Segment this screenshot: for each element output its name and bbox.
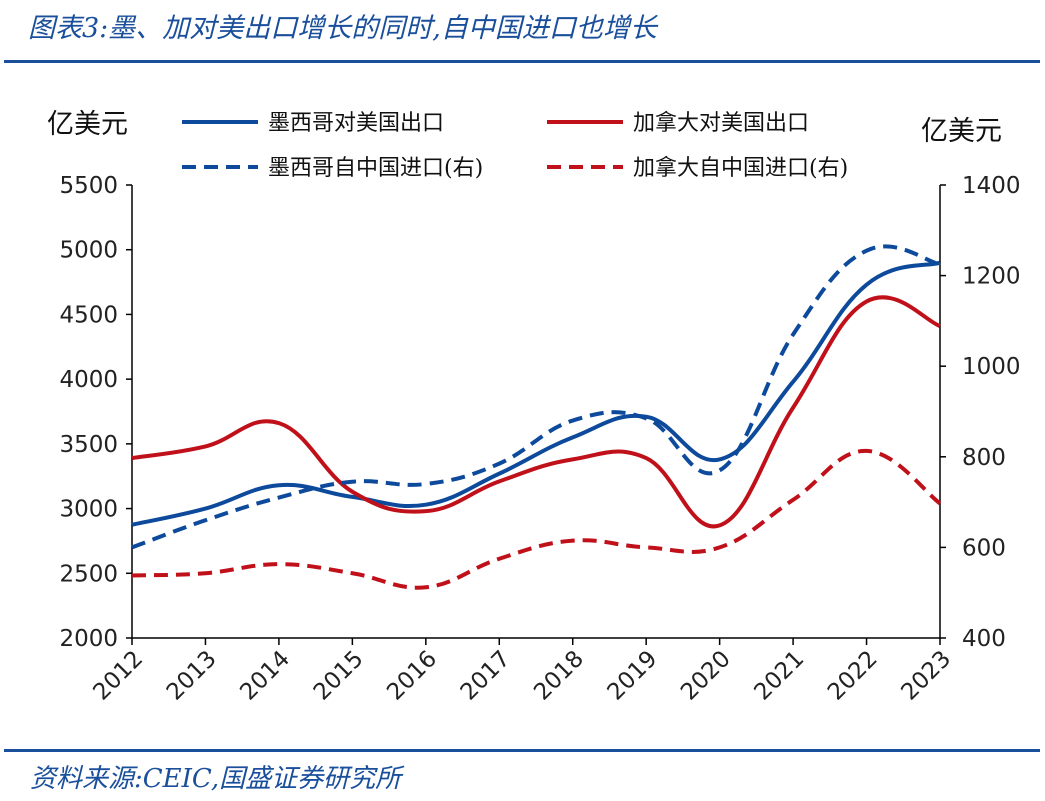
y-left-tick-label: 4500 bbox=[59, 302, 118, 328]
legend-label-mexico-exports-to-us: 墨西哥对美国出口 bbox=[268, 111, 444, 136]
chart-title: 图表3:墨、加对美出口增长的同时,自中国进口也增长 bbox=[28, 13, 657, 44]
y-left-tick-label: 2500 bbox=[59, 561, 118, 587]
source-note: 资料来源:CEIC,国盛证券研究所 bbox=[30, 764, 402, 794]
y-left-tick-label: 2000 bbox=[59, 626, 118, 652]
x-tick-label: 2017 bbox=[456, 646, 516, 706]
legend-label-mexico-imports-from-china: 墨西哥自中国进口(右) bbox=[268, 156, 483, 181]
y-right-tick-label: 1400 bbox=[962, 173, 1021, 199]
x-tick-label: 2018 bbox=[529, 646, 589, 706]
y-left-tick-label: 5000 bbox=[59, 238, 118, 264]
x-tick-label: 2013 bbox=[162, 646, 222, 706]
y-left-tick-label: 5500 bbox=[59, 173, 118, 199]
y-left-unit: 亿美元 bbox=[47, 109, 128, 140]
title-rule bbox=[4, 60, 1040, 63]
y-left-tick-label: 3500 bbox=[59, 432, 118, 458]
x-tick-label: 2020 bbox=[676, 646, 736, 706]
x-tick-label: 2022 bbox=[823, 646, 883, 706]
source-rule bbox=[4, 749, 1040, 752]
y-right-tick-label: 600 bbox=[962, 535, 1006, 561]
y-left-tick-label: 4000 bbox=[59, 367, 118, 393]
series-line-canada-imports-from-china bbox=[131, 448, 942, 590]
x-tick-label: 2014 bbox=[235, 646, 295, 706]
legend-label-canada-imports-from-china: 加拿大自中国进口(右) bbox=[633, 155, 848, 181]
series-line-canada-exports-to-us bbox=[131, 295, 941, 529]
series-line-mexico-exports-to-us bbox=[131, 260, 941, 527]
y-right-tick-label: 400 bbox=[962, 626, 1006, 652]
y-right-unit: 亿美元 bbox=[921, 116, 1002, 147]
y-right-tick-label: 1200 bbox=[962, 264, 1021, 290]
x-tick-label: 2023 bbox=[896, 646, 956, 706]
axes: 2000 2500 3000 3500 4000 4500 5000 5500 400 600 80… bbox=[47, 109, 1021, 706]
x-tick-label: 2021 bbox=[750, 646, 810, 706]
y-right-tick-label: 800 bbox=[962, 445, 1006, 471]
legend-label-canada-exports-to-us: 加拿大对美国出口 bbox=[633, 110, 809, 136]
x-tick-label: 2015 bbox=[309, 646, 369, 706]
y-right-tick-label: 1000 bbox=[962, 354, 1021, 380]
series-line-mexico-imports-from-china bbox=[131, 244, 941, 550]
x-tick-label: 2019 bbox=[603, 646, 663, 706]
x-tick-label: 2016 bbox=[382, 646, 442, 706]
x-tick-label: 2012 bbox=[88, 646, 148, 706]
series-lines bbox=[131, 244, 942, 590]
y-left-tick-label: 3000 bbox=[59, 497, 118, 523]
